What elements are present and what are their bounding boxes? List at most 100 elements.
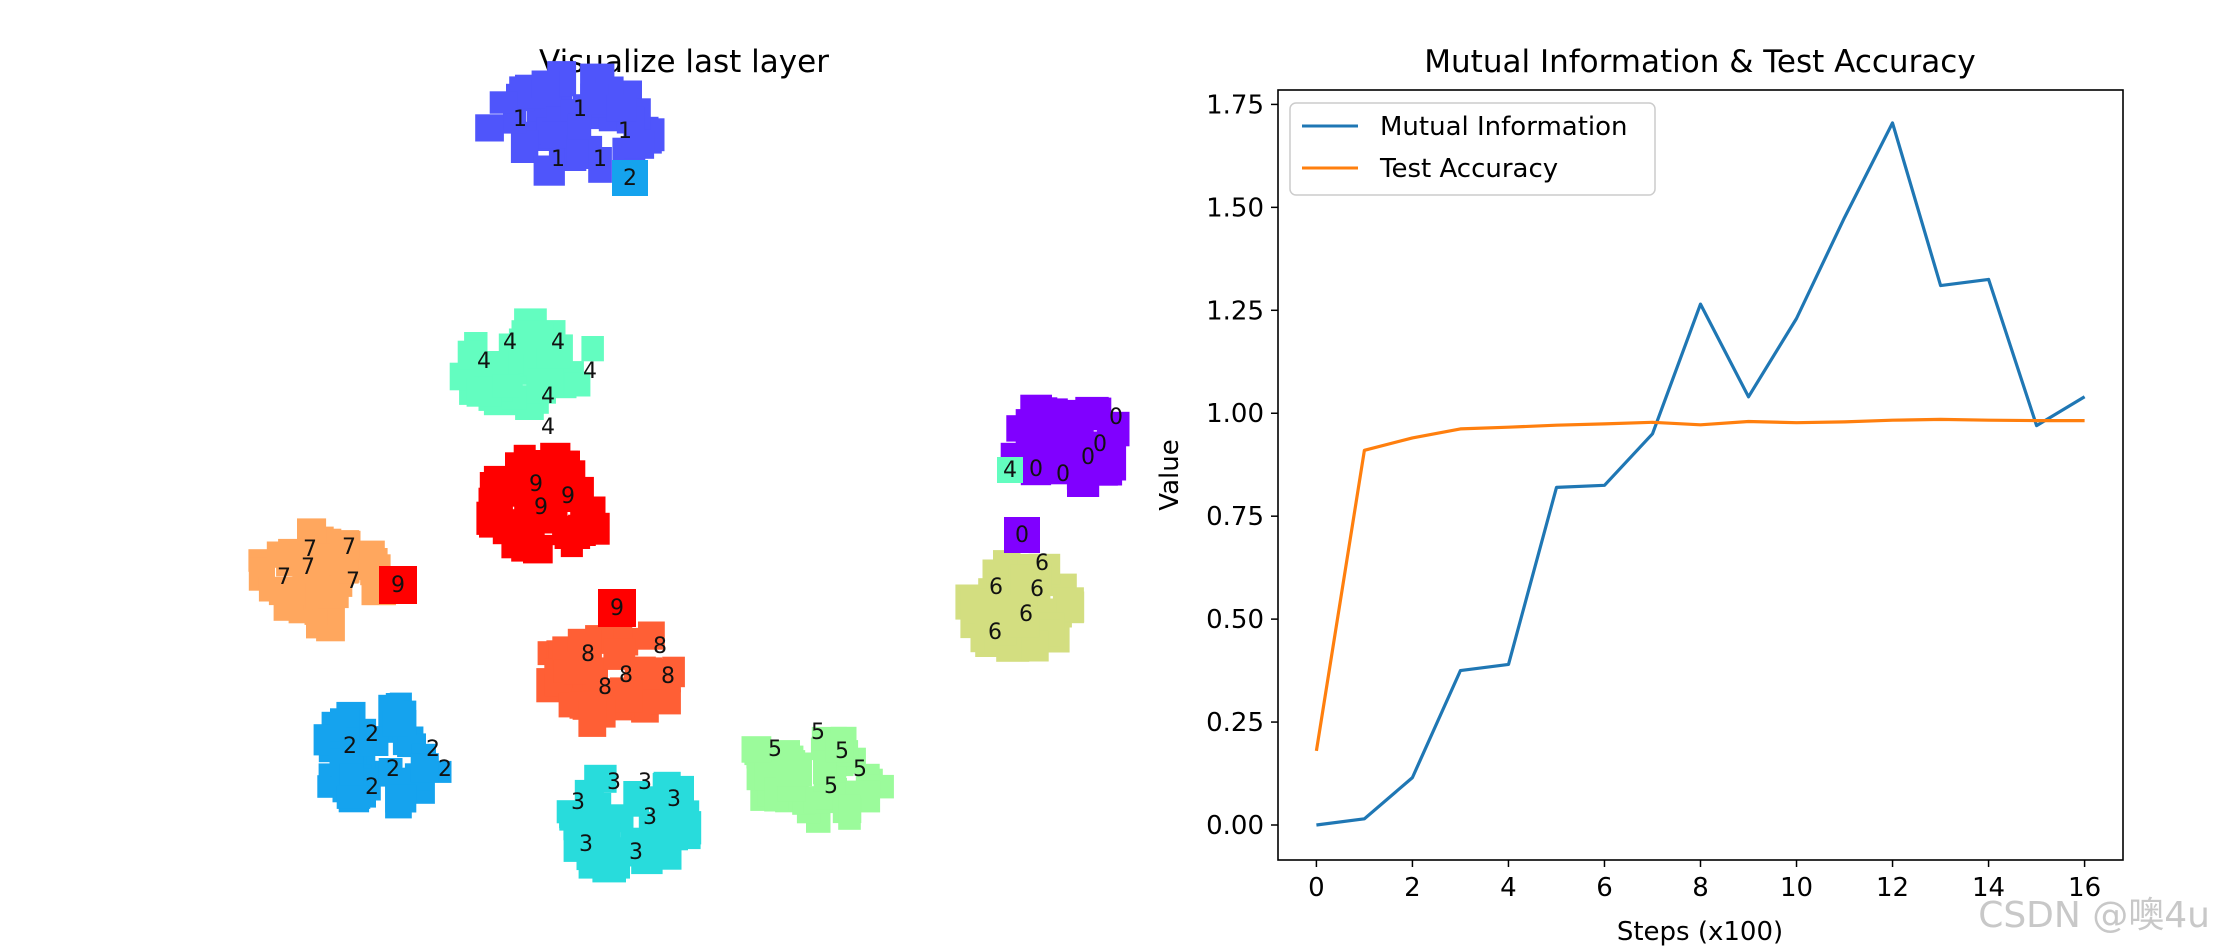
point-label: 6 bbox=[988, 620, 1002, 645]
point-marker bbox=[603, 638, 636, 670]
x-tick-label: 16 bbox=[2068, 873, 2101, 903]
point-label: 0 bbox=[1015, 523, 1029, 548]
line-panel: Mutual Information & Test Accuracy 0 2 4 6 8… bbox=[1155, 44, 2124, 947]
point-marker bbox=[318, 585, 349, 609]
point-label: 7 bbox=[277, 565, 291, 590]
cluster-digit-7: 777 77 bbox=[248, 518, 396, 642]
point-label: 9 bbox=[610, 596, 624, 621]
point-label: 4 bbox=[503, 330, 517, 355]
point-marker bbox=[652, 825, 675, 854]
legend-label-test-accuracy: Test Accuracy bbox=[1379, 154, 1558, 184]
point-marker bbox=[825, 733, 854, 763]
point-label: 5 bbox=[811, 720, 825, 745]
point-label: 5 bbox=[824, 774, 838, 799]
point-marker bbox=[1025, 400, 1059, 433]
watermark: CSDN @噢4u bbox=[1978, 895, 2210, 936]
point-marker bbox=[258, 576, 292, 602]
point-label: 7 bbox=[346, 569, 360, 594]
point-label: 6 bbox=[989, 575, 1003, 600]
point-marker bbox=[567, 113, 592, 140]
point-label: 8 bbox=[661, 664, 675, 689]
point-marker bbox=[523, 534, 553, 564]
point-marker bbox=[336, 785, 371, 809]
point-marker bbox=[1048, 447, 1074, 474]
point-label: 3 bbox=[638, 770, 652, 795]
plot-frame bbox=[1277, 89, 2124, 861]
point-label: 5 bbox=[768, 737, 782, 762]
point-label: 3 bbox=[579, 832, 593, 857]
point-marker bbox=[741, 736, 772, 763]
point-label: 3 bbox=[667, 787, 681, 812]
point-marker bbox=[531, 70, 560, 98]
point-label: 0 bbox=[1093, 432, 1107, 457]
point-marker bbox=[1065, 423, 1094, 448]
point-marker bbox=[489, 91, 518, 114]
legend-label-mutual-information: Mutual Information bbox=[1380, 112, 1628, 142]
outlier-digit-2: 2 bbox=[612, 160, 648, 196]
point-label: 8 bbox=[653, 634, 667, 659]
point-label: 6 bbox=[1019, 602, 1033, 627]
point-label: 7 bbox=[342, 535, 356, 560]
point-label: 2 bbox=[365, 722, 379, 747]
point-marker bbox=[997, 457, 1023, 483]
point-marker bbox=[278, 538, 306, 573]
point-label: 4 bbox=[541, 384, 555, 409]
x-tick-label: 10 bbox=[1780, 873, 1813, 903]
point-label: 8 bbox=[581, 642, 595, 667]
point-marker bbox=[632, 786, 664, 810]
y-axis-label: Value bbox=[1155, 439, 1185, 510]
point-marker bbox=[385, 784, 417, 813]
point-marker bbox=[1010, 564, 1041, 596]
point-marker bbox=[382, 710, 408, 737]
x-tick-label: 2 bbox=[1404, 873, 1421, 903]
point-marker bbox=[776, 752, 812, 787]
y-tick-label: 1.00 bbox=[1206, 399, 1264, 429]
point-label: 2 bbox=[438, 757, 452, 782]
y-tick-label: 0.25 bbox=[1206, 708, 1264, 738]
point-label: 7 bbox=[303, 537, 317, 562]
series-line-test-accuracy bbox=[1314, 417, 2085, 752]
point-label: 2 bbox=[386, 757, 400, 782]
point-marker bbox=[559, 802, 582, 831]
point-label: 0 bbox=[1056, 462, 1070, 487]
point-label: 4 bbox=[583, 359, 597, 384]
point-marker bbox=[986, 565, 1009, 596]
point-marker bbox=[410, 753, 439, 783]
point-label: 4 bbox=[477, 349, 491, 374]
cluster-digit-9: 99 9 bbox=[476, 442, 610, 564]
point-label: 9 bbox=[561, 484, 575, 509]
point-marker bbox=[566, 135, 589, 169]
point-label: 3 bbox=[607, 770, 621, 795]
point-marker bbox=[606, 95, 637, 122]
point-label: 1 bbox=[593, 147, 607, 172]
series-line-mutual-information bbox=[1316, 121, 2086, 827]
line-chart-title: Mutual Information & Test Accuracy bbox=[1424, 44, 1975, 80]
point-marker bbox=[330, 530, 360, 558]
legend: Mutual Information Test Accuracy bbox=[1289, 102, 1656, 196]
point-label: 9 bbox=[529, 472, 543, 497]
point-marker bbox=[838, 794, 861, 830]
point-label: 4 bbox=[541, 415, 555, 440]
point-label: 1 bbox=[513, 107, 527, 132]
point-marker bbox=[1074, 465, 1098, 493]
legend-box bbox=[1289, 102, 1656, 196]
point-label: 3 bbox=[629, 840, 643, 865]
point-marker bbox=[1005, 613, 1040, 638]
point-label: 4 bbox=[1003, 458, 1017, 483]
point-marker bbox=[512, 130, 538, 156]
point-marker bbox=[1004, 517, 1040, 553]
point-marker bbox=[563, 652, 587, 685]
x-tick-label: 4 bbox=[1500, 873, 1517, 903]
point-label: 3 bbox=[643, 805, 657, 830]
point-marker bbox=[1096, 450, 1123, 486]
point-marker bbox=[657, 795, 689, 820]
point-marker bbox=[492, 374, 520, 398]
point-label: 0 bbox=[1029, 457, 1043, 482]
point-label: 1 bbox=[618, 119, 632, 144]
point-marker bbox=[1075, 396, 1109, 429]
